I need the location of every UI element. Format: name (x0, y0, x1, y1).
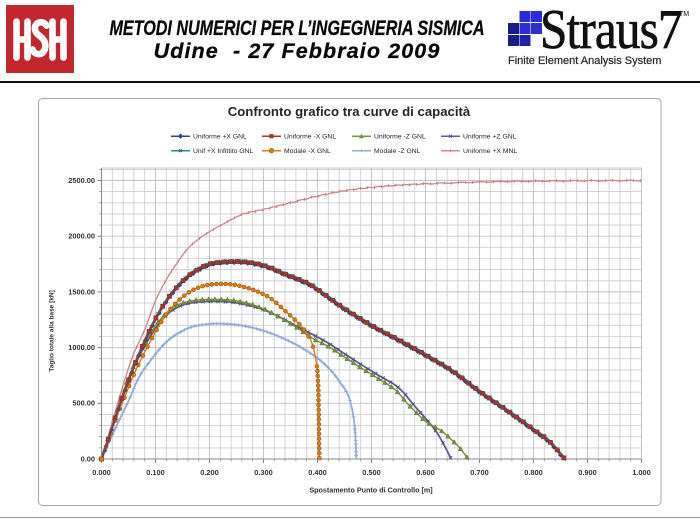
svg-text:Uniforme +Z GNL: Uniforme +Z GNL (463, 134, 517, 141)
svg-text:0.300: 0.300 (254, 468, 273, 477)
svg-text:Uniforme +X GNL: Uniforme +X GNL (193, 134, 247, 141)
svg-text:0.700: 0.700 (470, 468, 489, 477)
svg-text:0.600: 0.600 (416, 468, 435, 477)
svg-text:Modale -Z GNL: Modale -Z GNL (374, 148, 421, 155)
svg-text:Spostamento Punto di Controllo: Spostamento Punto di Controllo [m] (309, 486, 432, 495)
svg-text:Uniforme -Z GNL: Uniforme -Z GNL (374, 134, 426, 141)
svg-text:Modale -X GNL: Modale -X GNL (284, 148, 331, 155)
svg-text:Confronto grafico tra curve di: Confronto grafico tra curve di capacità (228, 104, 471, 119)
svg-text:Taglio totale alla base [kN]: Taglio totale alla base [kN] (49, 290, 56, 372)
svg-text:0.500: 0.500 (362, 468, 381, 477)
svg-text:0.000: 0.000 (92, 468, 111, 477)
svg-text:0.400: 0.400 (308, 468, 327, 477)
svg-text:0.00: 0.00 (81, 454, 95, 463)
svg-text:0.200: 0.200 (200, 468, 219, 477)
svg-text:500.00: 500.00 (72, 399, 95, 408)
svg-text:2500.00: 2500.00 (68, 176, 95, 185)
svg-text:1.000: 1.000 (632, 468, 651, 477)
svg-text:Unif +X Infittito GNL: Unif +X Infittito GNL (193, 148, 253, 155)
svg-text:Uniforme -X GNL: Uniforme -X GNL (284, 134, 336, 141)
svg-text:1000.00: 1000.00 (68, 343, 95, 352)
svg-text:Uniforme +X MNL: Uniforme +X MNL (463, 148, 517, 155)
svg-text:0.900: 0.900 (578, 468, 597, 477)
svg-text:0.100: 0.100 (146, 468, 165, 477)
svg-text:1500.00: 1500.00 (68, 287, 95, 296)
svg-text:0.800: 0.800 (524, 468, 543, 477)
svg-text:2000.00: 2000.00 (68, 232, 95, 241)
